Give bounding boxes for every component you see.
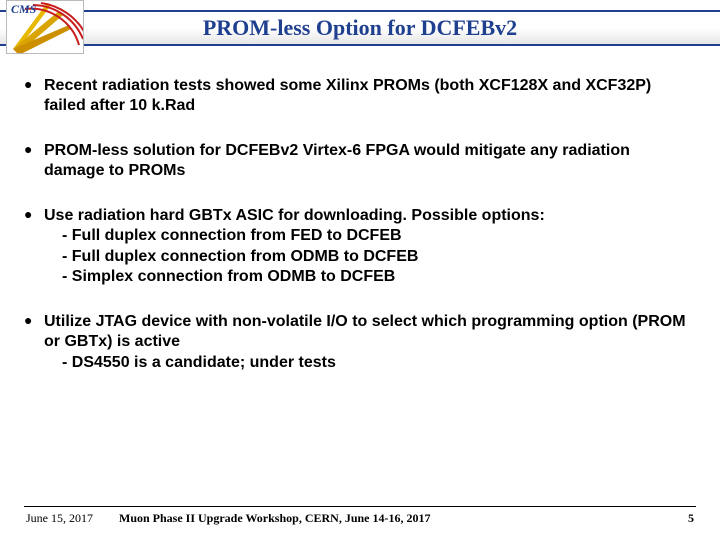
bullet-subline: - Full duplex connection from ODMB to DC…	[44, 247, 694, 267]
footer-page-number: 5	[688, 511, 694, 526]
slide-header: PROM-less Option for DCFEBv2 CMS	[0, 0, 720, 56]
footer-divider	[24, 506, 696, 507]
bullet-text: PROM-less solution for DCFEBv2 Virtex-6 …	[44, 142, 630, 179]
slide-title: PROM-less Option for DCFEBv2	[203, 15, 517, 41]
slide-footer: June 15, 2017 Muon Phase II Upgrade Work…	[0, 506, 720, 526]
logo-label: CMS	[11, 2, 37, 16]
bullet-item: Recent radiation tests showed some Xilin…	[24, 76, 694, 117]
slide-body: Recent radiation tests showed some Xilin…	[0, 56, 720, 373]
footer-venue: Muon Phase II Upgrade Workshop, CERN, Ju…	[119, 511, 688, 526]
bullet-text: Recent radiation tests showed some Xilin…	[44, 77, 651, 114]
title-bar: PROM-less Option for DCFEBv2	[0, 10, 720, 46]
bullet-text: Use radiation hard GBTx ASIC for downloa…	[44, 207, 545, 224]
footer-date: June 15, 2017	[26, 511, 93, 526]
bullet-item: Use radiation hard GBTx ASIC for downloa…	[24, 206, 694, 288]
bullet-item: PROM-less solution for DCFEBv2 Virtex-6 …	[24, 141, 694, 182]
bullet-subline: - Simplex connection from ODMB to DCFEB	[44, 267, 694, 287]
footer-row: June 15, 2017 Muon Phase II Upgrade Work…	[20, 511, 700, 526]
bullet-text: Utilize JTAG device with non-volatile I/…	[44, 313, 686, 350]
bullet-item: Utilize JTAG device with non-volatile I/…	[24, 312, 694, 373]
cms-logo: CMS	[6, 0, 84, 54]
cms-logo-svg: CMS	[7, 1, 84, 54]
bullet-subline: - Full duplex connection from FED to DCF…	[44, 226, 694, 246]
bullet-list: Recent radiation tests showed some Xilin…	[24, 76, 694, 373]
bullet-subline: - DS4550 is a candidate; under tests	[44, 353, 694, 373]
